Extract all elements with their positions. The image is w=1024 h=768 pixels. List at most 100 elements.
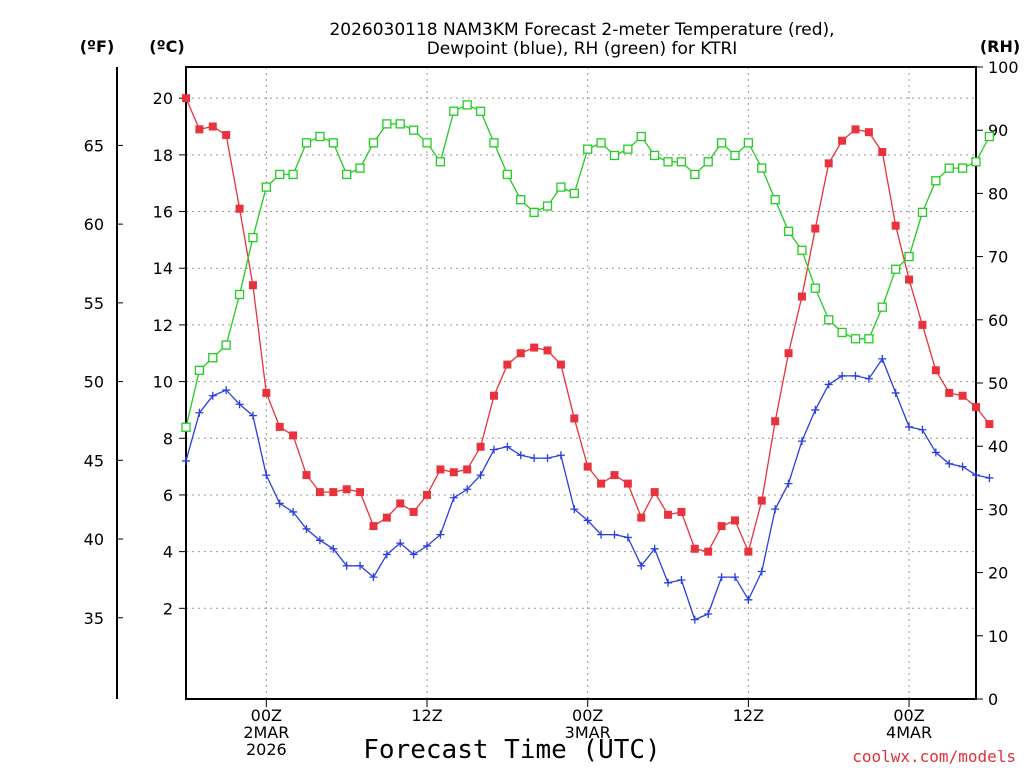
rh-tick-label: 60 [988,311,1008,330]
rh-point [636,131,646,142]
rh-point [395,119,405,129]
temperature-point [864,128,873,137]
temperature-point [195,125,204,134]
rh-tick-label: 100 [988,58,1019,77]
dewpoint-point [570,505,579,514]
dewpoint-point [543,454,552,463]
dewpoint-point [369,573,378,582]
rh-tick-label: 20 [988,564,1008,583]
temperature-point [717,522,726,531]
dewpoint-point [677,575,686,584]
rh-point [422,138,432,148]
rh-point [516,195,526,205]
dewpoint-point [342,561,351,570]
dewpoint-point [918,425,927,434]
celsius-tick-label: 8 [163,429,173,448]
dewpoint-point [556,451,565,460]
dewpoint-point [315,536,324,545]
dewpoint-point [690,615,699,624]
rh-tick-label: 50 [988,374,1008,393]
rh-point [556,182,566,192]
temperature-point [597,479,606,488]
dewpoint-point [195,408,204,417]
temperature-point [972,403,980,412]
temperature-point [516,349,525,358]
rh-tick-label: 30 [988,500,1008,519]
x-tick-label: 2MAR [243,723,289,742]
series-temperature [182,94,994,556]
fahrenheit-unit-label: (ºF) [80,37,115,56]
dewpoint-point [382,550,391,559]
x-tick-label: 12Z [411,706,442,725]
dewpoint-point [182,456,190,465]
temperature-point [784,349,793,358]
temperature-point [208,122,217,131]
dewpoint-point [208,391,217,400]
celsius-tick-label: 2 [163,599,173,618]
temperature-point [235,204,244,213]
dewpoint-point [235,400,244,409]
temperature-point [489,391,498,400]
temperature-point [811,224,820,233]
celsius-tick-label: 6 [163,486,173,505]
rh-point [529,207,539,218]
rh-point [181,422,191,432]
dewpoint-point [757,567,766,576]
dewpoint-point [744,595,753,604]
temperature-point [824,159,833,168]
rh-point [462,100,472,110]
dewpoint-point [503,442,512,451]
temperature-point [771,417,780,426]
dewpoint-point [463,485,472,494]
temperature-point [275,422,284,431]
rh-point [824,315,834,325]
rh-point [971,157,981,167]
dewpoint-point [945,459,954,468]
rh-point [649,150,660,161]
temperature-point [222,131,231,140]
rh-point [743,138,754,148]
rh-point [569,188,579,199]
temperature-point [182,94,190,103]
temperature-point [958,391,967,400]
rh-point [542,201,553,211]
temperature-point [409,507,418,516]
temperature-point [342,485,351,494]
celsius-tick-label: 18 [153,146,173,165]
temperature-point [503,360,512,369]
dewpoint-point [851,371,860,380]
temperature-point [476,442,485,451]
rh-point [221,340,231,350]
temperature-point [945,388,954,397]
temperature-point [423,490,432,499]
temperature-point [248,281,257,290]
dewpoint-point [771,505,780,514]
dewpoint-point [583,516,592,525]
temperature-point [931,366,940,375]
dewpoint-point [610,530,619,539]
rh-point [435,157,446,167]
temperature-point [315,488,324,497]
x-axis-label: Forecast Time (UTC) [363,735,660,765]
temperature-point [543,346,552,355]
temperature-point [449,468,458,477]
series-rh [181,100,995,432]
dewpoint-point [878,354,887,363]
dewpoint-point [489,445,498,454]
rh-point [891,264,901,274]
grid-lines [186,67,976,699]
temperature-point [878,148,887,157]
dewpoint-point [784,479,793,488]
rh-point [288,169,298,180]
dewpoint-point [222,386,231,395]
temperature-point [382,513,391,522]
temperature-point [905,275,914,284]
temperature-point [463,465,472,474]
rh-tick-label: 80 [988,184,1008,203]
dewpoint-point [262,471,271,480]
temperature-point [369,522,378,531]
rh-point [208,353,218,363]
rh-point [368,138,379,148]
temperature-point [704,547,713,556]
